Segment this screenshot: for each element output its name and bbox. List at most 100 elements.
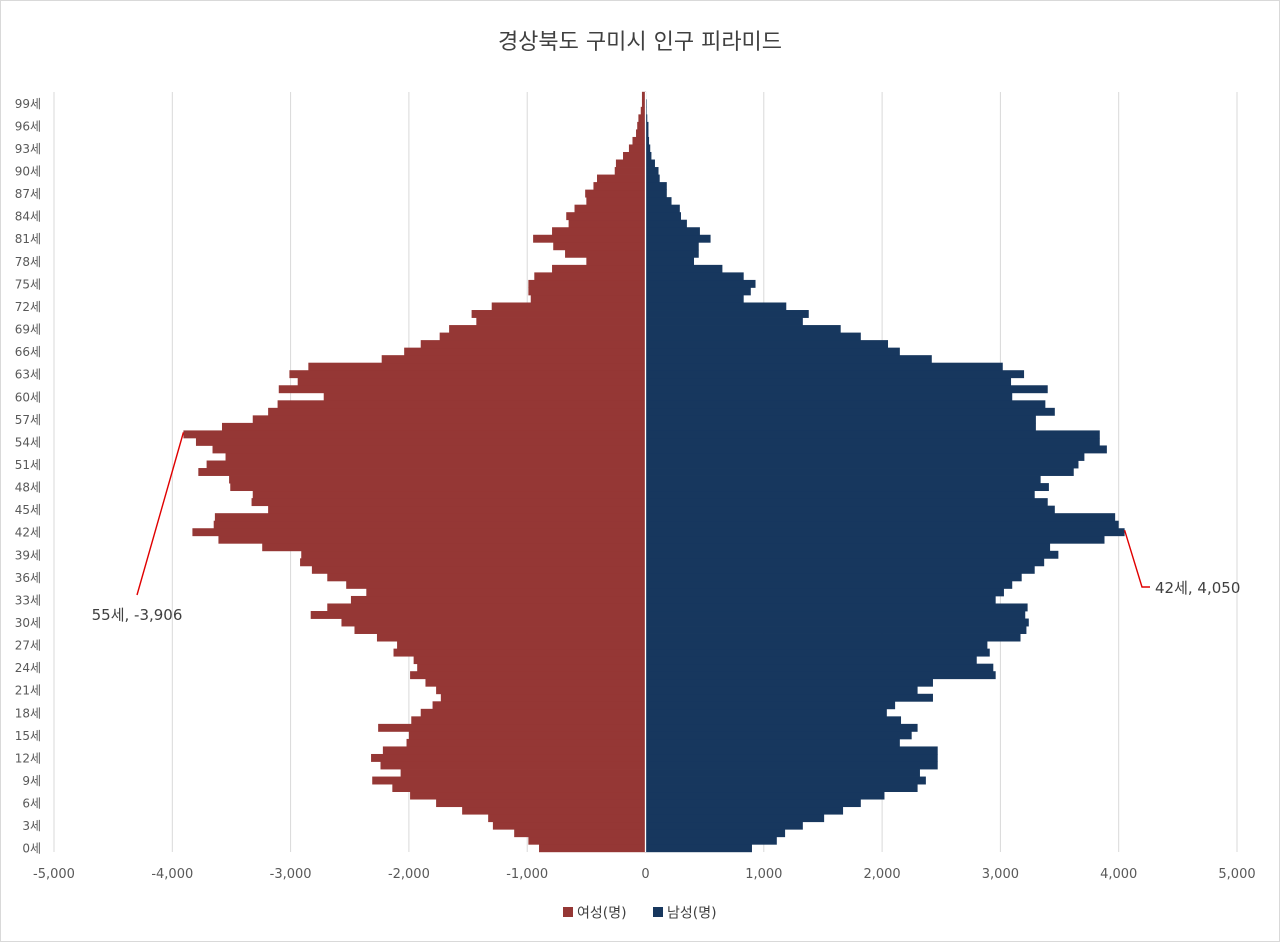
female-bar xyxy=(327,603,646,612)
female-bar xyxy=(436,799,646,808)
male-bar xyxy=(645,422,1036,431)
female-bar xyxy=(462,806,646,815)
female-bar xyxy=(534,272,646,281)
female-bar xyxy=(400,769,646,777)
female-bar xyxy=(528,287,646,296)
male-bar xyxy=(645,686,918,695)
y-tick-label: 54세 xyxy=(15,435,41,449)
female-bar xyxy=(636,129,646,138)
y-tick-label: 45세 xyxy=(15,503,41,517)
x-tick-label: -4,000 xyxy=(151,867,193,882)
female-bar xyxy=(586,197,646,206)
female-bar xyxy=(488,814,646,823)
male-bar xyxy=(645,573,1022,582)
female-bar xyxy=(411,716,646,725)
male-bar xyxy=(645,701,896,710)
male-bar xyxy=(645,234,711,243)
female-bar xyxy=(311,565,646,574)
annotation-leader-line xyxy=(1123,529,1150,588)
x-tick-label: -2,000 xyxy=(388,867,430,882)
female-bar xyxy=(553,242,646,251)
female-bar xyxy=(408,731,646,740)
male-bar xyxy=(645,287,751,296)
female-bar xyxy=(492,821,646,830)
male-bar xyxy=(645,460,1079,469)
female-bar xyxy=(533,234,646,243)
male-bar xyxy=(645,452,1085,461)
male-bar xyxy=(645,723,918,732)
male-bar xyxy=(645,535,1105,544)
female-bar xyxy=(380,761,646,770)
legend-swatch-male xyxy=(653,907,663,917)
male-bar xyxy=(645,264,723,273)
male-bar xyxy=(645,513,1116,522)
male-bar xyxy=(645,708,887,717)
female-bar xyxy=(440,693,646,702)
y-tick-label: 30세 xyxy=(15,616,41,630)
male-bar xyxy=(645,806,844,815)
female-bar xyxy=(539,844,646,853)
female-bar xyxy=(310,611,646,619)
male-bar xyxy=(645,212,681,221)
female-bar xyxy=(410,671,646,680)
female-bar xyxy=(436,686,646,695)
female-bar xyxy=(641,91,646,100)
male-bar xyxy=(645,693,933,702)
y-tick-label: 6세 xyxy=(22,797,41,811)
x-tick-label: 2,000 xyxy=(863,867,900,882)
x-tick-label: 4,000 xyxy=(1100,867,1137,882)
male-bar xyxy=(645,332,861,341)
male-bar xyxy=(645,407,1055,416)
female-bar xyxy=(376,633,646,642)
y-tick-label: 27세 xyxy=(15,639,41,653)
female-bar xyxy=(195,437,646,446)
male-bar xyxy=(645,618,1029,627)
male-bar xyxy=(645,611,1026,619)
male-bar xyxy=(645,129,649,138)
male-bar xyxy=(645,227,700,236)
female-bar xyxy=(289,370,646,379)
female-bar xyxy=(225,452,646,461)
female-bar xyxy=(350,595,646,604)
female-bar xyxy=(252,490,646,499)
female-bar xyxy=(638,114,646,123)
female-bar xyxy=(552,227,646,236)
male-bar xyxy=(645,400,1046,409)
female-bar xyxy=(491,302,646,311)
male-bar xyxy=(645,159,655,168)
male-bar xyxy=(645,385,1048,394)
male-bar xyxy=(645,814,825,823)
male-bar xyxy=(645,317,803,326)
male-bar xyxy=(645,347,900,356)
male-bar xyxy=(645,136,650,145)
female-bar xyxy=(552,264,646,273)
female-bar xyxy=(628,144,646,153)
male-bar xyxy=(645,656,977,665)
female-bar xyxy=(471,310,646,318)
female-bar xyxy=(206,460,646,469)
female-bar xyxy=(251,498,646,507)
male-bar xyxy=(645,114,648,123)
male-bar xyxy=(645,595,996,604)
female-bar xyxy=(192,528,646,537)
female-bar xyxy=(596,174,646,183)
y-tick-label: 63세 xyxy=(15,368,41,382)
male-bar xyxy=(645,580,1013,589)
x-tick-label: 3,000 xyxy=(982,867,1019,882)
male-bar xyxy=(645,731,912,740)
female-bar xyxy=(393,648,646,657)
female-bar xyxy=(381,355,646,364)
male-bar xyxy=(645,753,938,762)
male-bar xyxy=(645,844,752,853)
y-tick-label: 33세 xyxy=(15,593,41,607)
y-tick-label: 15세 xyxy=(15,729,41,743)
y-tick-label: 3세 xyxy=(22,819,41,833)
female-bar xyxy=(278,385,646,394)
male-bar xyxy=(645,588,1004,597)
female-bar xyxy=(528,836,646,845)
male-bar xyxy=(645,633,1021,642)
male-bar xyxy=(645,505,1055,514)
male-bar xyxy=(645,821,803,830)
y-tick-label: 78세 xyxy=(15,255,41,269)
female-bar xyxy=(614,167,646,175)
